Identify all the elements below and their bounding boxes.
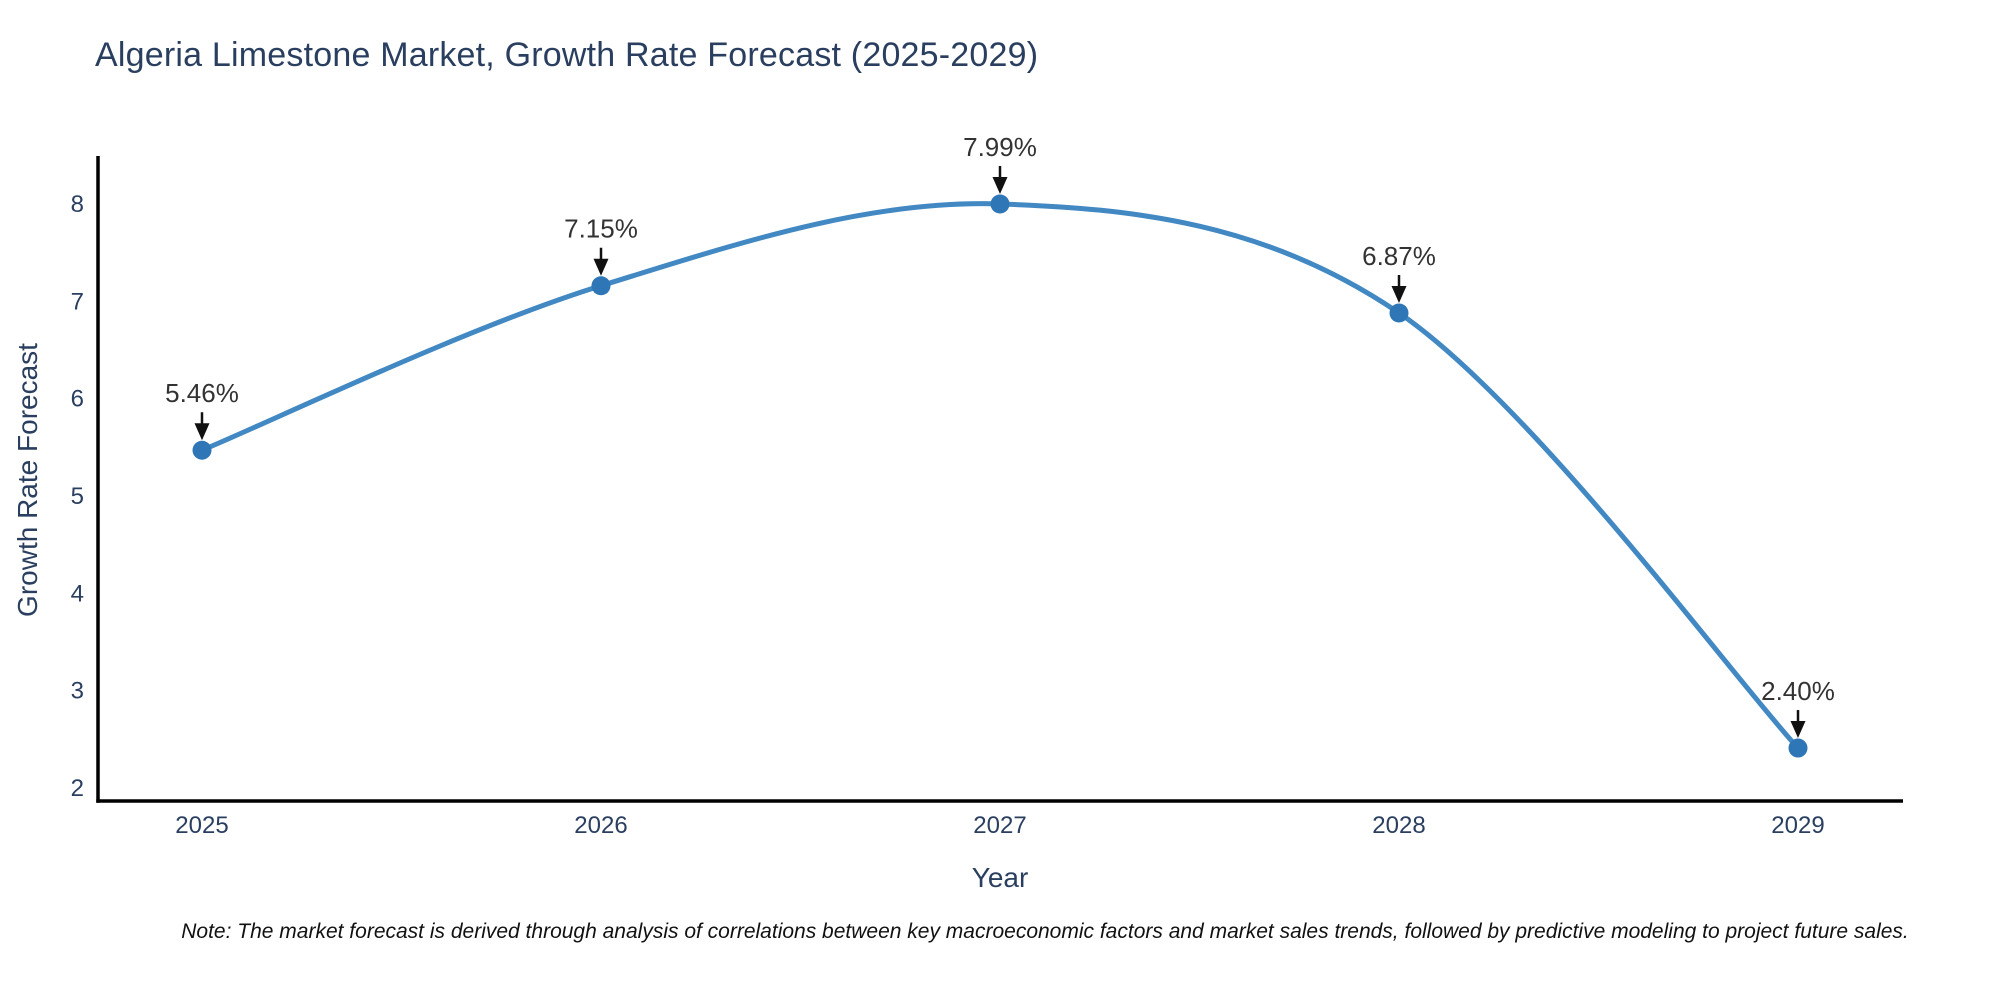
- y-tick-label: 8: [71, 191, 84, 218]
- annotation-arrowhead-icon: [1790, 721, 1806, 739]
- y-tick-label: 7: [71, 288, 84, 315]
- x-tick-label: 2026: [574, 812, 627, 839]
- annotation-arrowhead-icon: [593, 258, 609, 276]
- y-tick-label: 4: [71, 580, 84, 607]
- x-tick-label: 2029: [1771, 812, 1824, 839]
- chart-title: Algeria Limestone Market, Growth Rate Fo…: [95, 36, 1039, 74]
- data-point-marker: [1389, 303, 1409, 323]
- data-point-marker: [192, 440, 212, 460]
- y-tick-label: 2: [71, 775, 84, 802]
- annotation-arrowhead-icon: [1391, 285, 1407, 303]
- x-tick-label: 2028: [1372, 812, 1425, 839]
- annotation-label: 7.99%: [963, 132, 1037, 162]
- annotation-arrowhead-icon: [992, 176, 1008, 194]
- y-tick-label: 3: [71, 678, 84, 705]
- y-tick-label: 5: [71, 483, 84, 510]
- footnote: Note: The market forecast is derived thr…: [181, 920, 1909, 943]
- y-tick-label: 6: [71, 386, 84, 413]
- data-point-marker: [591, 276, 611, 296]
- trend-line: [199, 201, 1801, 751]
- data-point-marker: [1788, 738, 1808, 758]
- x-axis-title: Year: [971, 862, 1029, 893]
- annotation-label: 7.15%: [564, 214, 638, 244]
- annotation-label: 2.40%: [1761, 676, 1835, 706]
- x-tick-label: 2025: [175, 812, 228, 839]
- annotation-label: 5.46%: [165, 378, 239, 408]
- annotation-arrowhead-icon: [194, 423, 210, 441]
- annotation-label: 6.87%: [1362, 241, 1436, 271]
- x-tick-label: 2027: [973, 812, 1026, 839]
- data-point-marker: [990, 194, 1010, 214]
